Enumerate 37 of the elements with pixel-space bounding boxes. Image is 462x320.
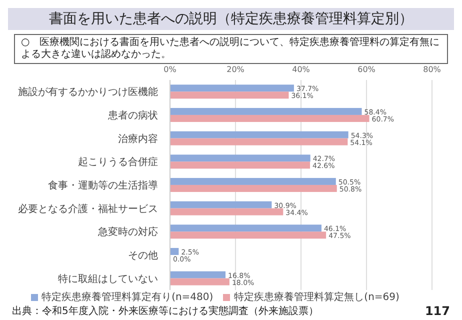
y-tick-label: 起こりうる合併症	[78, 156, 158, 168]
bar	[170, 131, 348, 138]
bar	[170, 232, 326, 239]
y-tick-label: 患者の病状	[107, 110, 158, 122]
bar	[170, 278, 230, 286]
y-tick-label: 必要となる介護・福祉サービス	[18, 202, 158, 215]
bar	[170, 184, 337, 192]
chart-title: 書面を用いた患者への説明（特定疾患療養管理料算定別）	[8, 8, 454, 30]
bar	[170, 248, 179, 255]
y-tick-label: その他	[128, 250, 158, 262]
bar	[170, 108, 362, 115]
bar	[170, 162, 310, 169]
y-tick-label: 特に取組はしていない	[58, 272, 158, 285]
bar	[170, 271, 226, 278]
bar	[170, 84, 294, 92]
y-tick-label: 急変時の対応	[97, 226, 158, 238]
text: 117	[424, 304, 450, 318]
bar	[170, 178, 336, 185]
y-tick-label: 治療内容	[118, 132, 158, 145]
legend-label: 特定疾患療養管理料算定無し(n=69)	[234, 292, 400, 303]
x-tick-label: 60%	[358, 65, 376, 74]
x-tick-label: 20%	[226, 65, 245, 74]
bar	[170, 224, 322, 232]
legend-label: 特定疾患療養管理料算定有り(n=480)	[42, 292, 214, 303]
x-tick-label: 0%	[164, 65, 177, 74]
x-tick-label: 40%	[292, 65, 310, 74]
bar	[170, 114, 370, 122]
bar	[170, 208, 284, 216]
bar	[170, 201, 272, 208]
chart-subtitle: ○ 医療機関における書面を用いた患者への説明について、特定疾患療養管理料の算定有無による大きな違いは認めなかった。	[14, 34, 448, 64]
source-note: 出典：令和5年度入院・外来医療等における実態調査（外来施設票）	[12, 304, 318, 318]
bar	[170, 154, 310, 162]
bar	[170, 92, 289, 99]
y-tick-label: 施設が有するかかりつけ医機能	[18, 86, 158, 98]
x-tick-label: 80%	[423, 65, 442, 74]
bar	[170, 138, 348, 146]
y-tick-label: 食事・運動等の生活指導	[48, 180, 158, 192]
